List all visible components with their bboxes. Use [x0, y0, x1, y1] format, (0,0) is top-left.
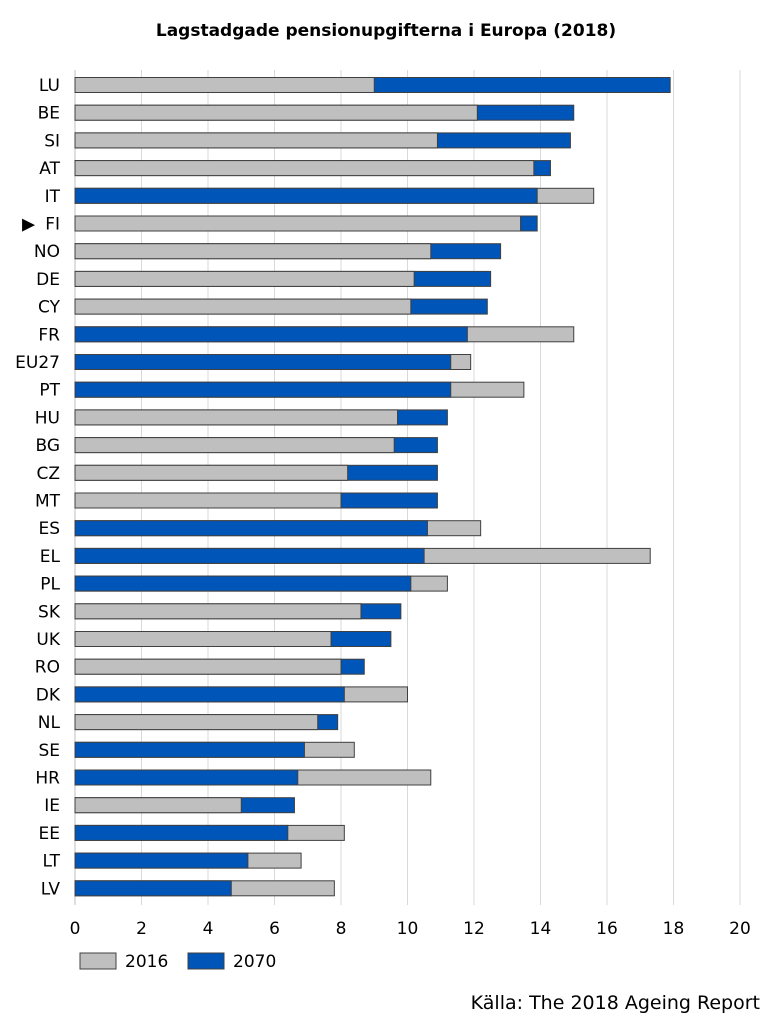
bar-2016-bg	[74, 437, 395, 454]
category-label: ES	[38, 519, 60, 539]
bar-2070-eu27	[74, 354, 452, 370]
category-label: NL	[38, 713, 61, 733]
category-label: UK	[36, 630, 60, 650]
x-axis-ticks: 0 2 4 6 8 10 12 14 16 18 20	[70, 919, 751, 939]
chart-title: Lagstadgade pensionupgifterna i Europa (…	[156, 21, 616, 41]
bar-2016-cz	[74, 464, 349, 481]
bar-2016-no	[74, 243, 432, 260]
category-label: EU27	[15, 353, 60, 373]
legend: 2016 2070	[79, 952, 276, 972]
category-label: HR	[35, 769, 60, 789]
x-tick-label: 16	[596, 919, 618, 939]
bar-2070-pt	[74, 381, 452, 398]
category-label: SK	[38, 602, 61, 622]
legend-swatch-2016	[79, 952, 117, 970]
category-label: BG	[35, 436, 60, 456]
bar-2070-hr	[74, 769, 299, 786]
x-tick-label: 2	[136, 919, 147, 939]
category-label: NO	[34, 242, 60, 262]
x-tick-label: 20	[729, 919, 751, 939]
bar-2016-cy	[74, 298, 412, 315]
bar-2070-ee	[74, 824, 289, 841]
category-label: PL	[40, 575, 60, 595]
bar-2016-nl	[74, 714, 319, 731]
bar-2070-es	[74, 520, 428, 537]
category-label: SI	[44, 131, 60, 151]
bar-2016-de	[74, 270, 415, 287]
category-label: SE	[38, 741, 60, 761]
category-label: BE	[38, 104, 60, 124]
x-tick-label: 8	[336, 919, 347, 939]
x-tick-label: 18	[663, 919, 685, 939]
bar-2070-dk	[74, 686, 345, 703]
legend-swatch-2070	[187, 952, 225, 970]
bar-2016-uk	[74, 631, 332, 647]
bar-2070-lv	[74, 880, 232, 897]
category-label: MT	[35, 492, 61, 512]
x-tick-label: 0	[70, 919, 81, 939]
category-label: IT	[45, 187, 61, 207]
category-label: HU	[35, 408, 60, 428]
legend-label-2070: 2070	[233, 952, 276, 972]
category-label: EL	[40, 547, 61, 567]
bar-2016-mt	[74, 492, 342, 509]
bar-2016-lu	[74, 77, 375, 93]
category-label: CY	[38, 298, 61, 318]
bar-2070-it	[74, 187, 538, 204]
category-label: LU	[39, 76, 60, 96]
x-tick-label: 10	[397, 919, 419, 939]
x-tick-label: 4	[203, 919, 214, 939]
category-label: CZ	[36, 464, 60, 484]
bar-2070-pl	[74, 575, 412, 592]
highlight-marker: ▶	[22, 215, 36, 235]
category-label: DE	[36, 270, 60, 290]
category-label: IE	[44, 796, 60, 816]
legend-label-2016: 2016	[125, 952, 168, 972]
category-label: LT	[42, 852, 60, 872]
bar-2016-at	[74, 160, 535, 177]
bar-2016-ie	[74, 797, 242, 814]
bar-2016-si	[74, 132, 438, 149]
x-tick-label: 14	[530, 919, 552, 939]
bar-2016-ro	[74, 658, 342, 675]
bar-2070-se	[74, 741, 305, 758]
category-label: LV	[41, 879, 61, 899]
category-label: EE	[39, 824, 60, 844]
category-label: FI	[45, 215, 60, 235]
x-tick-label: 6	[269, 919, 280, 939]
bar-2016-be	[74, 104, 478, 121]
gridlines	[74, 70, 741, 905]
bar-2016-hu	[74, 409, 399, 426]
category-labels: LU BE SI AT IT FI ▶ NO DE CY FR EU27 PT HU BG CZ MT ES EL P…	[15, 76, 61, 899]
bar-2070-el	[74, 547, 425, 564]
x-tick-label: 12	[463, 919, 485, 939]
category-label: AT	[39, 159, 60, 179]
category-label: PT	[39, 381, 60, 401]
source-note: Källa: The 2018 Ageing Report	[471, 992, 760, 1014]
bars	[74, 77, 671, 897]
bar-2070-fr	[74, 326, 468, 343]
bar-2070-lt	[74, 852, 249, 869]
category-label: DK	[36, 685, 61, 705]
category-label: FR	[38, 325, 60, 345]
category-label: RO	[35, 658, 60, 678]
bar-2016-fi	[74, 215, 522, 232]
bar-2016-sk	[74, 603, 362, 620]
